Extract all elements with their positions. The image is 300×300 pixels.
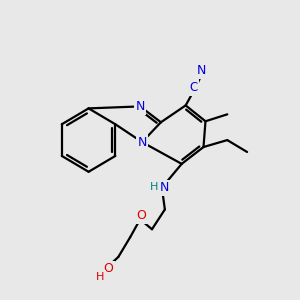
Text: N: N	[135, 100, 145, 113]
Text: H: H	[150, 182, 158, 192]
Text: N: N	[197, 64, 206, 77]
Text: N: N	[137, 136, 147, 148]
Text: O: O	[103, 262, 113, 275]
Text: C: C	[190, 81, 198, 94]
Text: H: H	[96, 272, 105, 282]
Text: O: O	[136, 209, 146, 222]
Text: N: N	[160, 181, 170, 194]
